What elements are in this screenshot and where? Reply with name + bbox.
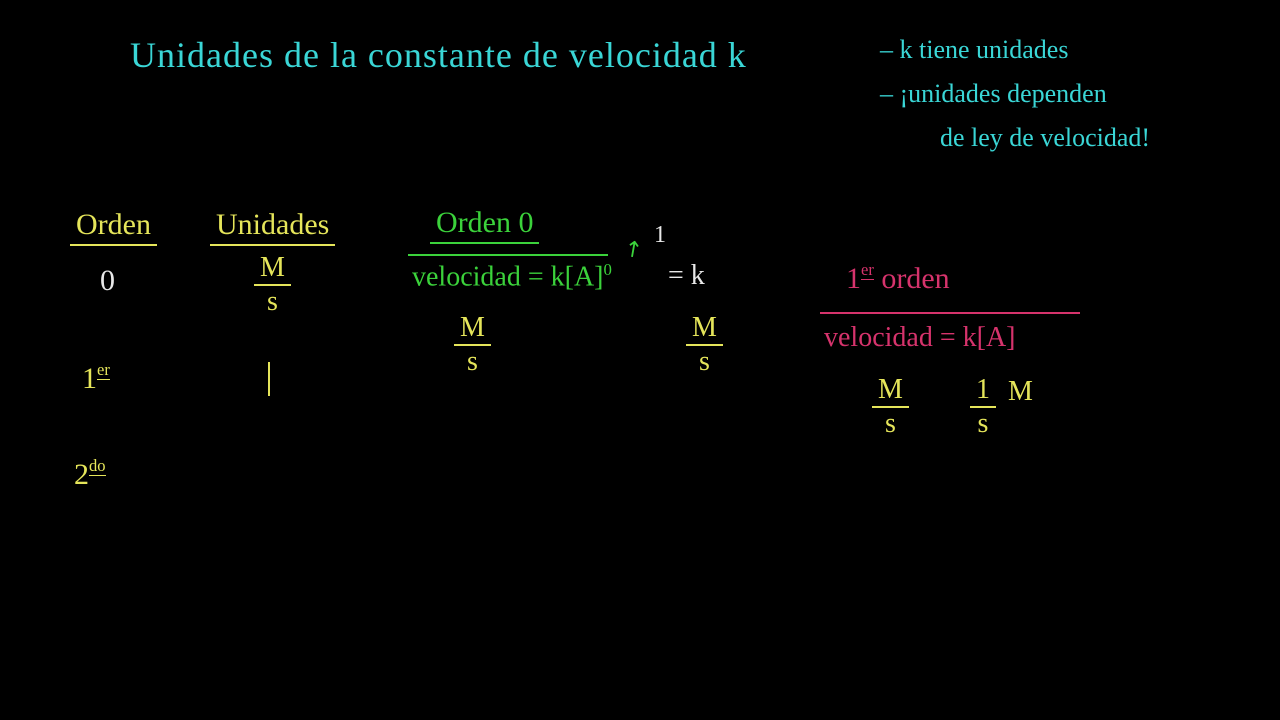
col-header-units-text: Unidades (210, 208, 335, 246)
order-1-sup: er (97, 360, 110, 380)
cursor-mark (268, 362, 270, 396)
col-header-order: Orden (70, 208, 157, 246)
order0-arrow: ↗ (624, 236, 642, 262)
order-0-units: M s (254, 254, 291, 316)
order1-fracL-num: M (872, 376, 909, 406)
order-1-base: 1 (82, 362, 97, 395)
order-0-units-den: s (261, 286, 284, 316)
col-header-order-text: Orden (70, 208, 157, 246)
order0-frac2-num: M (686, 314, 723, 344)
order-2-sup: do (89, 456, 106, 476)
order1-fracR-num: 1 (970, 376, 996, 406)
side-note-2: – ¡unidades dependen (880, 80, 1107, 109)
order0-heading-text: Orden 0 (430, 206, 539, 244)
order0-eq: velocidad = k[A]0 (412, 260, 612, 293)
order1-heading: 1er orden (846, 262, 950, 296)
order1-frac-left: M s (872, 376, 909, 438)
order1-fracL-den: s (879, 408, 902, 438)
order0-frac-2: M s (686, 314, 723, 376)
order-0-units-num: M (254, 254, 291, 284)
order-2-base: 2 (74, 458, 89, 491)
order1-trailing-M: M (1008, 376, 1033, 408)
page-title: Unidades de la constante de velocidad k (130, 34, 747, 76)
col-header-units: Unidades (210, 208, 335, 246)
order1-heading-sup: er (861, 260, 874, 280)
order1-divider (820, 312, 1080, 314)
order0-exp: 0 (604, 260, 612, 279)
order1-eq: velocidad = k[A] (824, 322, 1016, 354)
order0-frac-1: M s (454, 314, 491, 376)
order1-heading-rest: orden (874, 262, 950, 295)
order0-eq-left: velocidad = k[A] (412, 261, 604, 292)
order1-heading-base: 1 (846, 262, 861, 295)
order1-fracR-den: s (972, 408, 995, 438)
order0-frac1-den: s (461, 346, 484, 376)
order-1-label: 1er (82, 362, 110, 396)
order0-eq-right: = k (668, 260, 705, 292)
order0-frac1-num: M (454, 314, 491, 344)
order1-frac-right: 1 s (970, 376, 996, 438)
order-0-label: 0 (100, 264, 115, 298)
arrow-icon: ↗ (618, 233, 648, 265)
order0-heading: Orden 0 (430, 206, 539, 244)
side-note-1: – k tiene unidades (880, 36, 1068, 65)
side-note-3: de ley de velocidad! (940, 124, 1150, 153)
order0-frac2-den: s (693, 346, 716, 376)
order0-divider (408, 254, 608, 256)
order-2-label: 2do (74, 458, 106, 492)
order0-arrow-target: 1 (654, 222, 666, 249)
